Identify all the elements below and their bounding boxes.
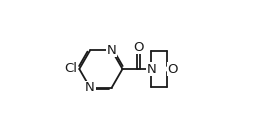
Text: O: O [133,41,143,54]
Text: N: N [146,63,156,75]
Text: Cl: Cl [64,62,77,75]
Text: N: N [107,44,117,57]
Text: N: N [85,81,95,94]
Text: O: O [168,63,178,75]
